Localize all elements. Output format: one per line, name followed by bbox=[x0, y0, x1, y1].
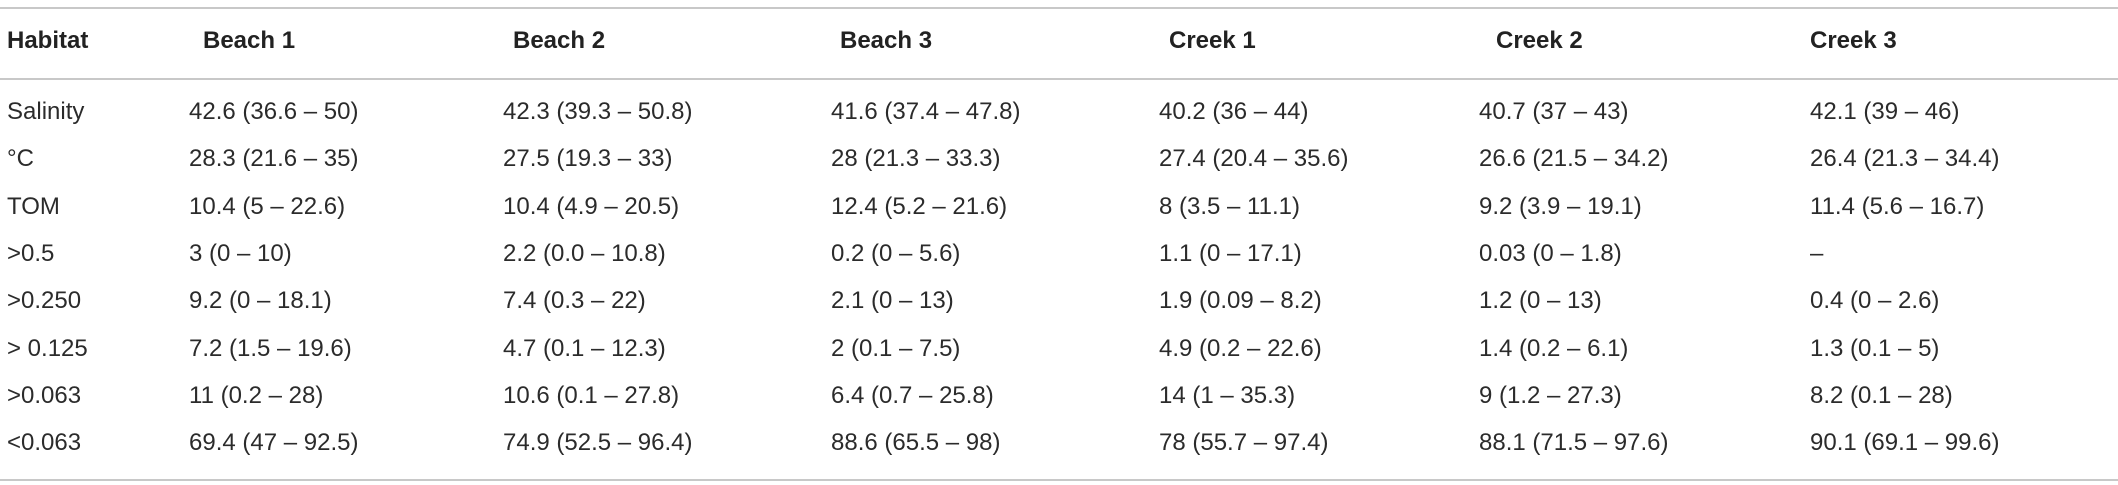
table-cell: 78 (55.7 – 97.4) bbox=[1159, 429, 1329, 457]
table-cell: 9.2 (0 – 18.1) bbox=[189, 287, 332, 315]
table-cell: 27.5 (19.3 – 33) bbox=[503, 145, 673, 173]
row-label: >0.250 bbox=[7, 287, 82, 315]
table-cell: 40.7 (37 – 43) bbox=[1479, 98, 1629, 125]
table-cell: 6.4 (0.7 – 25.8) bbox=[831, 381, 994, 409]
table-cell: 74.9 (52.5 – 96.4) bbox=[503, 429, 693, 457]
row-label: <0.063 bbox=[7, 429, 82, 457]
header-cell: Creek 2 bbox=[1496, 27, 1583, 54]
table-cell: 7.2 (1.5 – 19.6) bbox=[189, 334, 352, 362]
table-cell: 41.6 (37.4 – 47.8) bbox=[831, 98, 1021, 125]
header-cell: Beach 3 bbox=[840, 27, 933, 54]
table-cell: – bbox=[1810, 239, 1824, 267]
table-cell: 88.6 (65.5 – 98) bbox=[831, 429, 1001, 457]
table-cell: 1.1 (0 – 17.1) bbox=[1159, 239, 1302, 267]
table-cell: 4.7 (0.1 – 12.3) bbox=[503, 334, 666, 362]
table-cell: 0.4 (0 – 2.6) bbox=[1810, 287, 1940, 315]
table-cell: 42.6 (36.6 – 50) bbox=[189, 98, 359, 125]
table-cell: 42.3 (39.3 – 50.8) bbox=[503, 98, 693, 125]
table-cell: 2.1 (0 – 13) bbox=[831, 287, 954, 315]
row-label: °C bbox=[7, 145, 34, 173]
header-cell: Beach 1 bbox=[203, 27, 296, 54]
table-cell: 12.4 (5.2 – 21.6) bbox=[831, 192, 1008, 220]
table-cell: 28 (21.3 – 33.3) bbox=[831, 145, 1001, 173]
table-cell: 42.1 (39 – 46) bbox=[1810, 98, 1960, 125]
table-cell: 69.4 (47 – 92.5) bbox=[189, 429, 359, 457]
table-cell: 0.03 (0 – 1.8) bbox=[1479, 239, 1622, 267]
table-cell: 1.9 (0.09 – 8.2) bbox=[1159, 287, 1322, 315]
header-cell: Creek 3 bbox=[1810, 27, 1897, 54]
row-label: TOM bbox=[7, 192, 60, 220]
table-cell: 3 (0 – 10) bbox=[189, 239, 292, 267]
table-cell: 9 (1.2 – 27.3) bbox=[1479, 381, 1622, 409]
table-cell: 11 (0.2 – 28) bbox=[189, 381, 324, 409]
table-cell: 10.4 (5 – 22.6) bbox=[189, 192, 346, 220]
table-cell: 8 (3.5 – 11.1) bbox=[1159, 192, 1300, 220]
row-label: >0.5 bbox=[7, 239, 55, 267]
table-cell: 28.3 (21.6 – 35) bbox=[189, 145, 359, 173]
row-label: > 0.125 bbox=[7, 334, 88, 362]
header-rule bbox=[0, 78, 2118, 80]
table-cell: 40.2 (36 – 44) bbox=[1159, 98, 1309, 125]
table-cell: 1.2 (0 – 13) bbox=[1479, 287, 1602, 315]
table-cell: 90.1 (69.1 – 99.6) bbox=[1810, 429, 2000, 457]
header-cell: Habitat bbox=[7, 27, 89, 54]
table-cell: 9.2 (3.9 – 19.1) bbox=[1479, 192, 1642, 220]
table-cell: 26.6 (21.5 – 34.2) bbox=[1479, 145, 1669, 173]
table-cell: 4.9 (0.2 – 22.6) bbox=[1159, 334, 1322, 362]
header-cell: Creek 1 bbox=[1169, 27, 1256, 54]
header-cell: Beach 2 bbox=[513, 27, 606, 54]
table-cell: 14 (1 – 35.3) bbox=[1159, 381, 1296, 409]
bottom-rule bbox=[0, 479, 2118, 481]
table-cell: 10.4 (4.9 – 20.5) bbox=[503, 192, 680, 220]
table-cell: 2 (0.1 – 7.5) bbox=[831, 334, 961, 362]
row-label: Salinity bbox=[7, 98, 85, 125]
table-cell: 10.6 (0.1 – 27.8) bbox=[503, 381, 680, 409]
table-cell: 2.2 (0.0 – 10.8) bbox=[503, 239, 666, 267]
table-cell: 1.3 (0.1 – 5) bbox=[1810, 334, 1940, 362]
table-cell: 0.2 (0 – 5.6) bbox=[831, 239, 961, 267]
table-cell: 88.1 (71.5 – 97.6) bbox=[1479, 429, 1669, 457]
table-cell: 1.4 (0.2 – 6.1) bbox=[1479, 334, 1629, 362]
row-label: >0.063 bbox=[7, 381, 82, 409]
table-cell: 7.4 (0.3 – 22) bbox=[503, 287, 646, 315]
table-cell: 26.4 (21.3 – 34.4) bbox=[1810, 145, 2000, 173]
table-cell: 27.4 (20.4 – 35.6) bbox=[1159, 145, 1349, 173]
table-cell: 11.4 (5.6 – 16.7) bbox=[1810, 192, 1985, 220]
table-cell: 8.2 (0.1 – 28) bbox=[1810, 381, 1953, 409]
top-rule bbox=[0, 7, 2118, 9]
